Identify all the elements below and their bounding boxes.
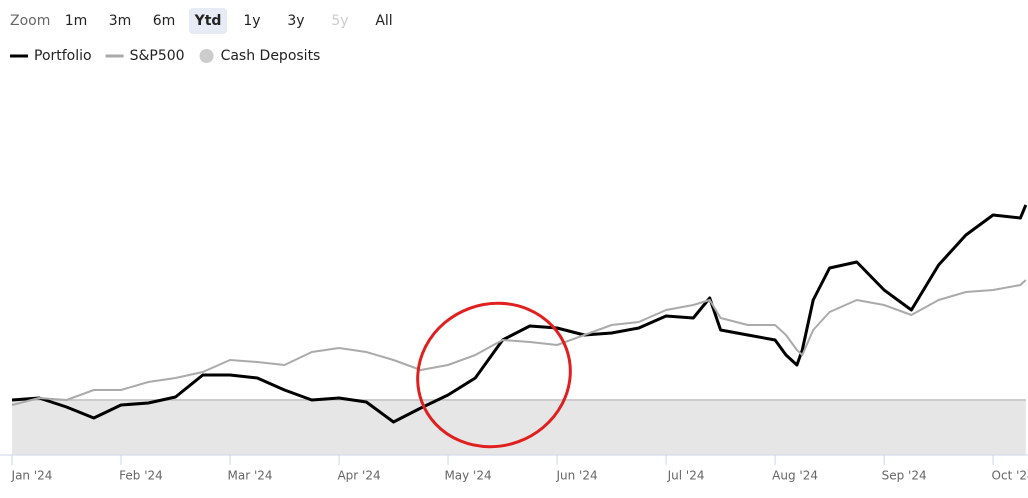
zoom-button-label: 1y bbox=[243, 13, 260, 29]
legend-item[interactable]: Cash Deposits bbox=[199, 48, 321, 64]
series-line bbox=[11, 279, 1027, 406]
zoom-label: Zoom bbox=[10, 13, 50, 29]
legend-label: Portfolio bbox=[34, 48, 92, 64]
zoom-button-label: Ytd bbox=[194, 13, 222, 29]
legend-label: S&P500 bbox=[130, 48, 185, 64]
zoom-button[interactable]: 6m bbox=[153, 13, 176, 29]
zoom-button-label: 1m bbox=[65, 13, 88, 29]
legend-item[interactable]: S&P500 bbox=[105, 48, 185, 64]
zoom-button-label: All bbox=[375, 13, 392, 29]
zoom-button-bg bbox=[189, 8, 227, 34]
zoom-button[interactable]: 1y bbox=[243, 13, 260, 29]
x-tick-label: Feb '24 bbox=[119, 469, 163, 483]
zoom-button-label: 3m bbox=[109, 13, 132, 29]
legend-symbol bbox=[199, 49, 214, 63]
x-tick-label: Jul '24 bbox=[667, 469, 705, 483]
range-selector: Zoom 1m 3m 6m Ytd 1y 3y 5y All bbox=[10, 8, 393, 34]
zoom-button-label: 3y bbox=[287, 13, 304, 29]
legend-item[interactable]: Portfolio bbox=[10, 48, 92, 64]
legend: Portfolio S&P500 Cash Deposits bbox=[10, 48, 320, 64]
x-tick-label: May '24 bbox=[444, 469, 491, 483]
zoom-button[interactable]: Ytd bbox=[189, 8, 227, 34]
zoom-button[interactable]: 1m bbox=[65, 13, 88, 29]
x-tick-label: Mar '24 bbox=[228, 469, 273, 483]
zoom-button[interactable]: All bbox=[375, 13, 392, 29]
zoom-button-label: 5y bbox=[331, 13, 348, 29]
x-tick-label: Jun '24 bbox=[555, 469, 597, 483]
x-tick-label: Sep '24 bbox=[882, 469, 927, 483]
legend-label: Cash Deposits bbox=[221, 48, 321, 64]
highlight-circle bbox=[416, 301, 572, 449]
x-tick-label: Aug '24 bbox=[772, 469, 818, 483]
zoom-button-label: 6m bbox=[153, 13, 176, 29]
zoom-button[interactable]: 3m bbox=[109, 13, 132, 29]
plot-area bbox=[11, 204, 1028, 455]
area-fill bbox=[12, 400, 1026, 455]
zoom-button: 5y bbox=[331, 13, 348, 29]
series-line bbox=[11, 204, 1028, 424]
x-axis: Jan '24 Feb '24 Mar '24 Apr '24 May '24 Jun '… bbox=[0, 454, 1028, 483]
x-tick-label: Apr '24 bbox=[337, 469, 380, 483]
x-tick-label: Jan '24 bbox=[11, 469, 53, 483]
x-tick-label: Oct '24 bbox=[992, 469, 1028, 483]
zoom-button[interactable]: 3y bbox=[287, 13, 304, 29]
